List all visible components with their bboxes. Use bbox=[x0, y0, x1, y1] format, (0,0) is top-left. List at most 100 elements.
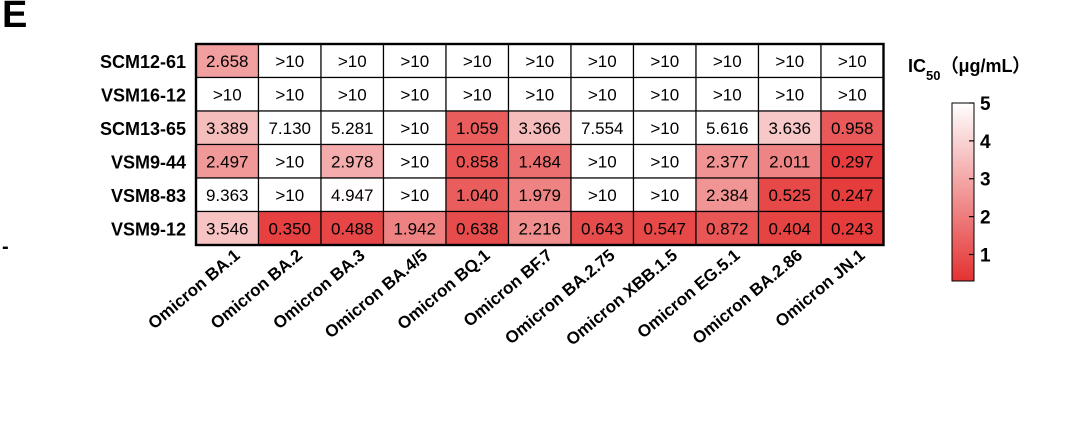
heatmap-cell bbox=[695, 76, 760, 112]
heatmap-cell bbox=[257, 110, 322, 146]
cell-value: 0.247 bbox=[831, 186, 874, 205]
cell-value: >10 bbox=[400, 85, 429, 104]
cell-value: 0.488 bbox=[331, 219, 374, 238]
cell-value: >10 bbox=[400, 152, 429, 171]
cell-value: 3.389 bbox=[206, 119, 249, 138]
heatmap-cell bbox=[570, 110, 635, 146]
cell-value: >10 bbox=[650, 186, 679, 205]
cell-value: 0.643 bbox=[581, 219, 624, 238]
column-label: Omicron BA.2.75 bbox=[501, 246, 618, 349]
cell-value: >10 bbox=[400, 52, 429, 71]
legend-tick-label: 2 bbox=[980, 208, 991, 229]
row-label: VSM16-12 bbox=[101, 85, 186, 105]
cell-value: >10 bbox=[713, 52, 742, 71]
cell-value: >10 bbox=[588, 152, 617, 171]
heatmap-cell bbox=[257, 143, 322, 179]
cell-value: 0.350 bbox=[268, 219, 311, 238]
cell-value: 1.942 bbox=[393, 219, 436, 238]
cell-value: 0.525 bbox=[768, 186, 811, 205]
legend-tick-label: 3 bbox=[980, 170, 991, 191]
cell-value: >10 bbox=[775, 52, 804, 71]
cell-value: >10 bbox=[275, 85, 304, 104]
cell-value: 2.216 bbox=[518, 219, 561, 238]
cell-value: >10 bbox=[338, 85, 367, 104]
cell-value: 2.658 bbox=[206, 52, 249, 71]
heatmap-cell bbox=[320, 43, 385, 79]
cell-value: >10 bbox=[588, 186, 617, 205]
cell-value: 2.011 bbox=[769, 152, 810, 171]
heatmap-cell bbox=[445, 143, 510, 179]
stray-mark: - bbox=[2, 236, 9, 258]
cell-value: 5.616 bbox=[706, 119, 749, 138]
heatmap-cell bbox=[820, 76, 885, 112]
cell-value: >10 bbox=[713, 85, 742, 104]
cell-value: >10 bbox=[525, 85, 554, 104]
heatmap-cell bbox=[695, 43, 760, 79]
cell-value: >10 bbox=[650, 119, 679, 138]
heatmap-cell bbox=[507, 210, 572, 246]
heatmap-cell bbox=[820, 210, 885, 246]
cell-value: 0.404 bbox=[768, 219, 811, 238]
cell-value: >10 bbox=[838, 85, 867, 104]
panel-label: E bbox=[2, 0, 28, 36]
cell-value: 2.497 bbox=[206, 152, 249, 171]
heatmap-cell bbox=[195, 76, 260, 112]
heatmap-cell bbox=[445, 210, 510, 246]
column-label: Omicron BA.2.86 bbox=[689, 246, 806, 349]
cell-value: 2.978 bbox=[331, 152, 374, 171]
cell-value: 0.297 bbox=[831, 152, 874, 171]
heatmap-cell bbox=[632, 210, 697, 246]
cell-value: >10 bbox=[463, 85, 492, 104]
heatmap-cell bbox=[382, 210, 447, 246]
cell-value: >10 bbox=[400, 119, 429, 138]
cell-value: 7.554 bbox=[581, 119, 624, 138]
heatmap-cell bbox=[695, 143, 760, 179]
cell-value: >10 bbox=[463, 52, 492, 71]
row-label: SCM13-65 bbox=[100, 119, 186, 139]
cell-value: 0.872 bbox=[706, 219, 749, 238]
cell-value: 2.377 bbox=[706, 152, 749, 171]
heatmap-cell bbox=[570, 143, 635, 179]
color-legend: IC50（μg/mL） 5 4 3 2 1 bbox=[908, 56, 1030, 282]
legend-tick-label: 4 bbox=[980, 132, 991, 153]
cell-value: >10 bbox=[400, 186, 429, 205]
legend-title: IC50（μg/mL） bbox=[908, 56, 1030, 83]
heatmap-cell bbox=[632, 76, 697, 112]
heatmap-cell bbox=[382, 177, 447, 213]
legend-tick-label: 5 bbox=[980, 94, 991, 115]
cell-value: 0.858 bbox=[456, 152, 499, 171]
row-label: SCM12-61 bbox=[100, 52, 186, 72]
heatmap-cell bbox=[195, 43, 260, 79]
heatmap-cell bbox=[820, 143, 885, 179]
heatmap-cell bbox=[757, 143, 822, 179]
cell-value: 1.040 bbox=[456, 186, 499, 205]
cell-value: >10 bbox=[588, 52, 617, 71]
heatmap-cell bbox=[570, 210, 635, 246]
cell-value: >10 bbox=[838, 52, 867, 71]
heatmap-cell bbox=[382, 143, 447, 179]
heatmap-cell bbox=[695, 177, 760, 213]
cell-value: >10 bbox=[525, 52, 554, 71]
cell-value: 5.281 bbox=[331, 119, 374, 138]
heatmap-border bbox=[194, 42, 885, 247]
heatmap-grid: 2.658 >10 >10 >10 >10 >10 >10 >10 >10 >10 >10 >10 >1… bbox=[194, 42, 885, 247]
legend-tick-label: 1 bbox=[980, 245, 991, 266]
heatmap-cell bbox=[382, 110, 447, 146]
heatmap-cell bbox=[507, 143, 572, 179]
cell-value: >10 bbox=[775, 85, 804, 104]
cell-value: >10 bbox=[275, 52, 304, 71]
cell-value: >10 bbox=[275, 186, 304, 205]
heatmap-cell bbox=[257, 210, 322, 246]
cell-value: 0.547 bbox=[643, 219, 686, 238]
cell-value: >10 bbox=[650, 152, 679, 171]
cell-value: >10 bbox=[275, 152, 304, 171]
cell-value: 3.546 bbox=[206, 219, 249, 238]
cell-value: 0.958 bbox=[831, 119, 874, 138]
cell-value: >10 bbox=[213, 85, 242, 104]
row-label: VSM8-83 bbox=[111, 186, 186, 206]
cell-value: 1.059 bbox=[456, 119, 499, 138]
cell-value: 3.366 bbox=[518, 119, 561, 138]
cell-value: 1.484 bbox=[518, 152, 561, 171]
row-label: VSM9-44 bbox=[111, 152, 186, 172]
legend-colorbar bbox=[951, 102, 975, 282]
